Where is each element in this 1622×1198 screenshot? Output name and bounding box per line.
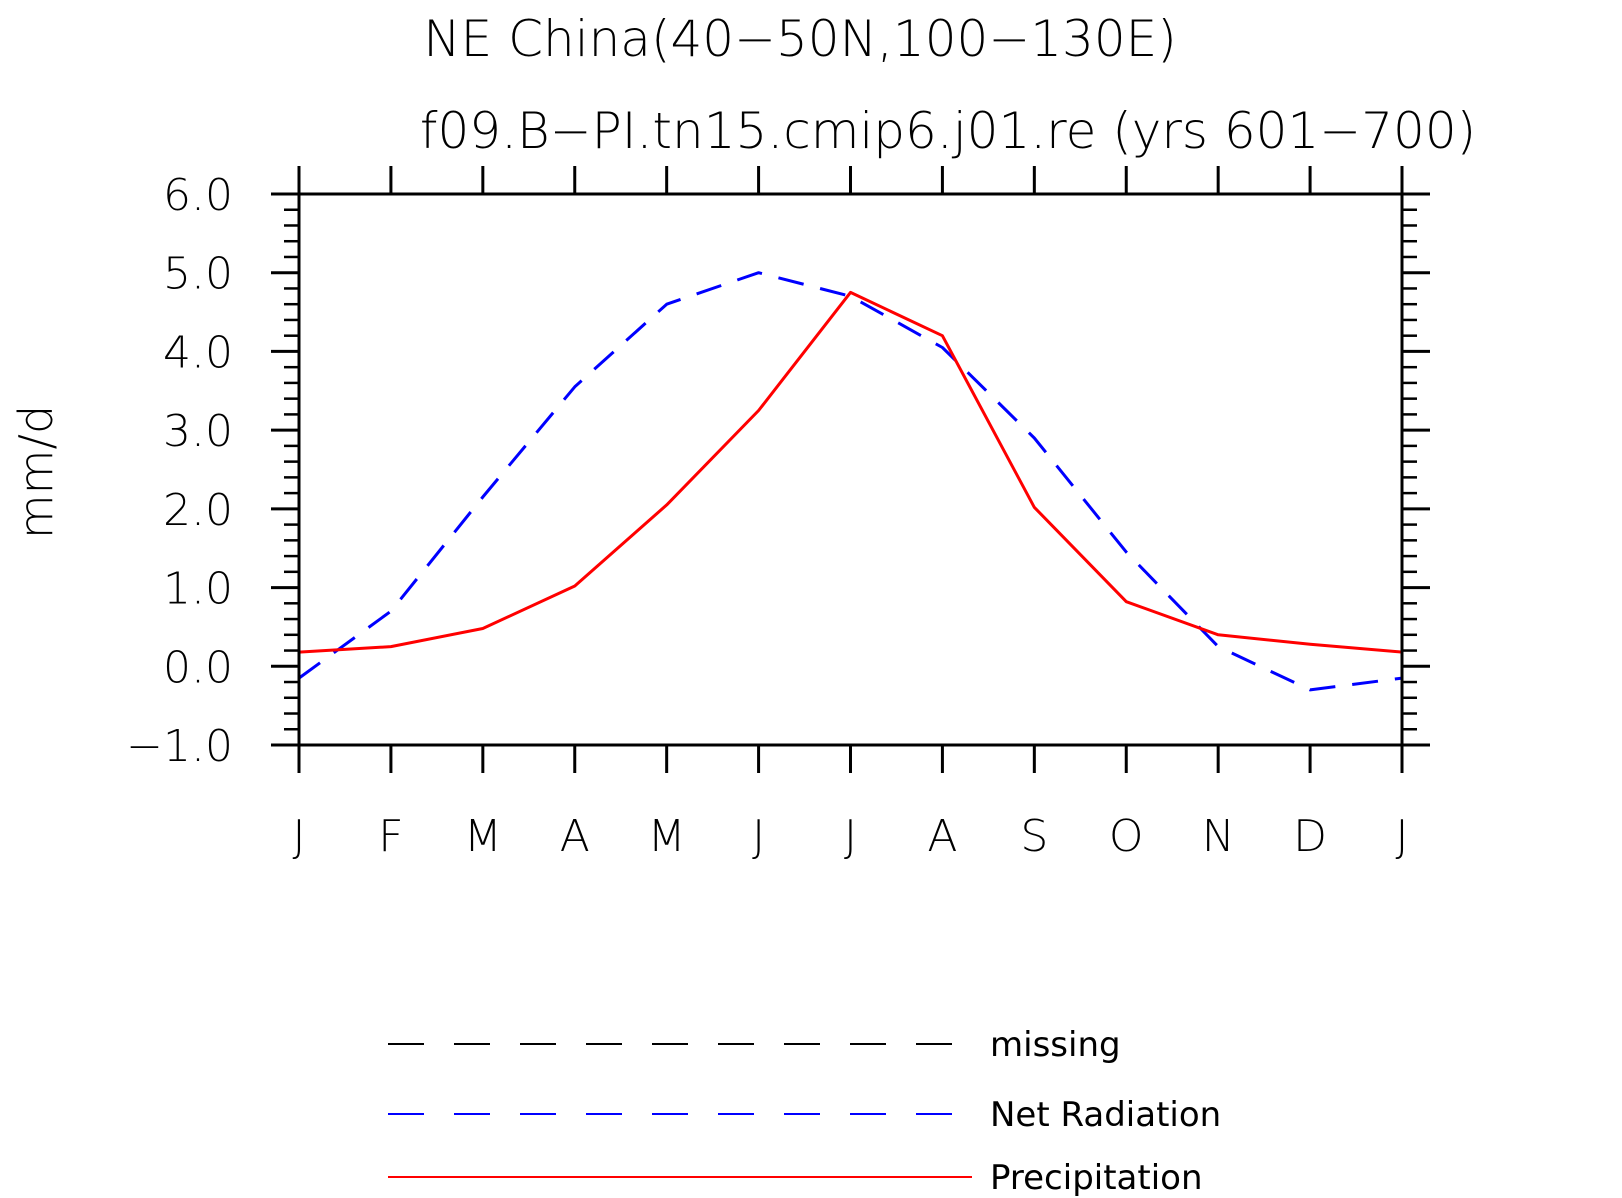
y-tick-label: 2.0 — [163, 485, 233, 536]
legend: missing Net Radiation Precipitation — [388, 1025, 1221, 1198]
x-tick-label: F — [378, 811, 403, 862]
series-line-net-radiation — [298, 271, 1403, 692]
x-tick-label: D — [1293, 811, 1327, 862]
x-tick-label: J — [844, 811, 857, 862]
y-tick-label: 0.0 — [163, 642, 233, 693]
series-line-precipitation — [298, 290, 1403, 654]
y-tick-label: 3.0 — [163, 406, 233, 457]
x-tick-label: S — [1020, 811, 1048, 862]
x-tick-label: J — [293, 811, 306, 862]
y-tick-label: 4.0 — [163, 327, 233, 378]
legend-label: Precipitation — [990, 1158, 1203, 1198]
y-tick-label: 5.0 — [163, 249, 233, 300]
x-tick-label: M — [464, 811, 502, 862]
x-tick-label: A — [927, 811, 957, 862]
plot-area: −1.0 0.0 1.0 2.0 3.0 4.0 5.0 6.0 J F M A M J J A S O N D J — [126, 166, 1430, 862]
x-tick-label: J — [1396, 811, 1409, 862]
x-tick-label: J — [752, 811, 765, 862]
x-tick-label: A — [560, 811, 590, 862]
y-tick-label: −1.0 — [126, 721, 233, 772]
y-axis-label: mm/d — [9, 405, 63, 539]
plot-frame — [297, 192, 1404, 747]
y-tick-label: 6.0 — [163, 170, 233, 221]
y-tick-label: 1.0 — [163, 564, 233, 615]
x-tick-label: N — [1202, 811, 1235, 862]
legend-label: Net Radiation — [990, 1095, 1221, 1135]
x-tick-label: M — [648, 811, 686, 862]
chart-title: NE China(40−50N,100−130E) — [423, 10, 1177, 68]
legend-label: missing — [990, 1025, 1121, 1065]
x-tick-label: O — [1109, 811, 1144, 862]
chart-subtitle: f09.B−PI.tn15.cmip6.j01.re (yrs 601−700) — [420, 102, 1476, 160]
